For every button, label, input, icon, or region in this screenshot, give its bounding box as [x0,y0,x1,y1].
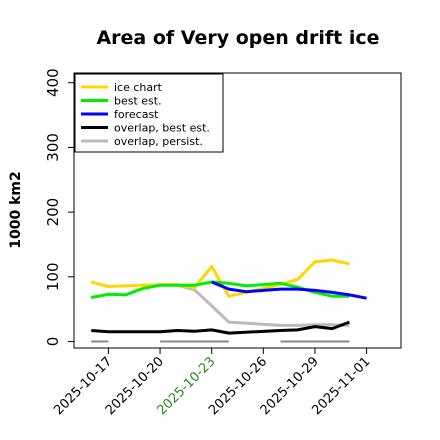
y-tick-label: 400 [44,68,62,97]
legend-label: forecast [114,108,159,121]
chart-title: Area of Very open drift ice [96,27,379,49]
legend-label: overlap, best est. [114,122,210,135]
y-axis-label: 1000 km2 [8,171,24,248]
y-tick-label: 300 [44,133,62,162]
series-line-overlap-best-est- [91,320,350,335]
legend-label: ice chart [114,81,163,94]
series-line-forecast [211,280,367,300]
legend-label: overlap, persist. [114,135,203,148]
legend-label: best est. [114,95,162,108]
series-lines [90,258,367,335]
y-tick-label: 0 [44,337,62,347]
y-tick-label: 200 [44,198,62,227]
plot-frame [73,72,402,349]
x-axis: 2025-10-172025-10-202025-10-232025-10-26… [51,348,373,418]
y-tick-label: 100 [44,263,62,292]
y-axis: 0 100 200 300 400 [44,68,74,346]
series-line-overlap-persist- [176,283,350,327]
